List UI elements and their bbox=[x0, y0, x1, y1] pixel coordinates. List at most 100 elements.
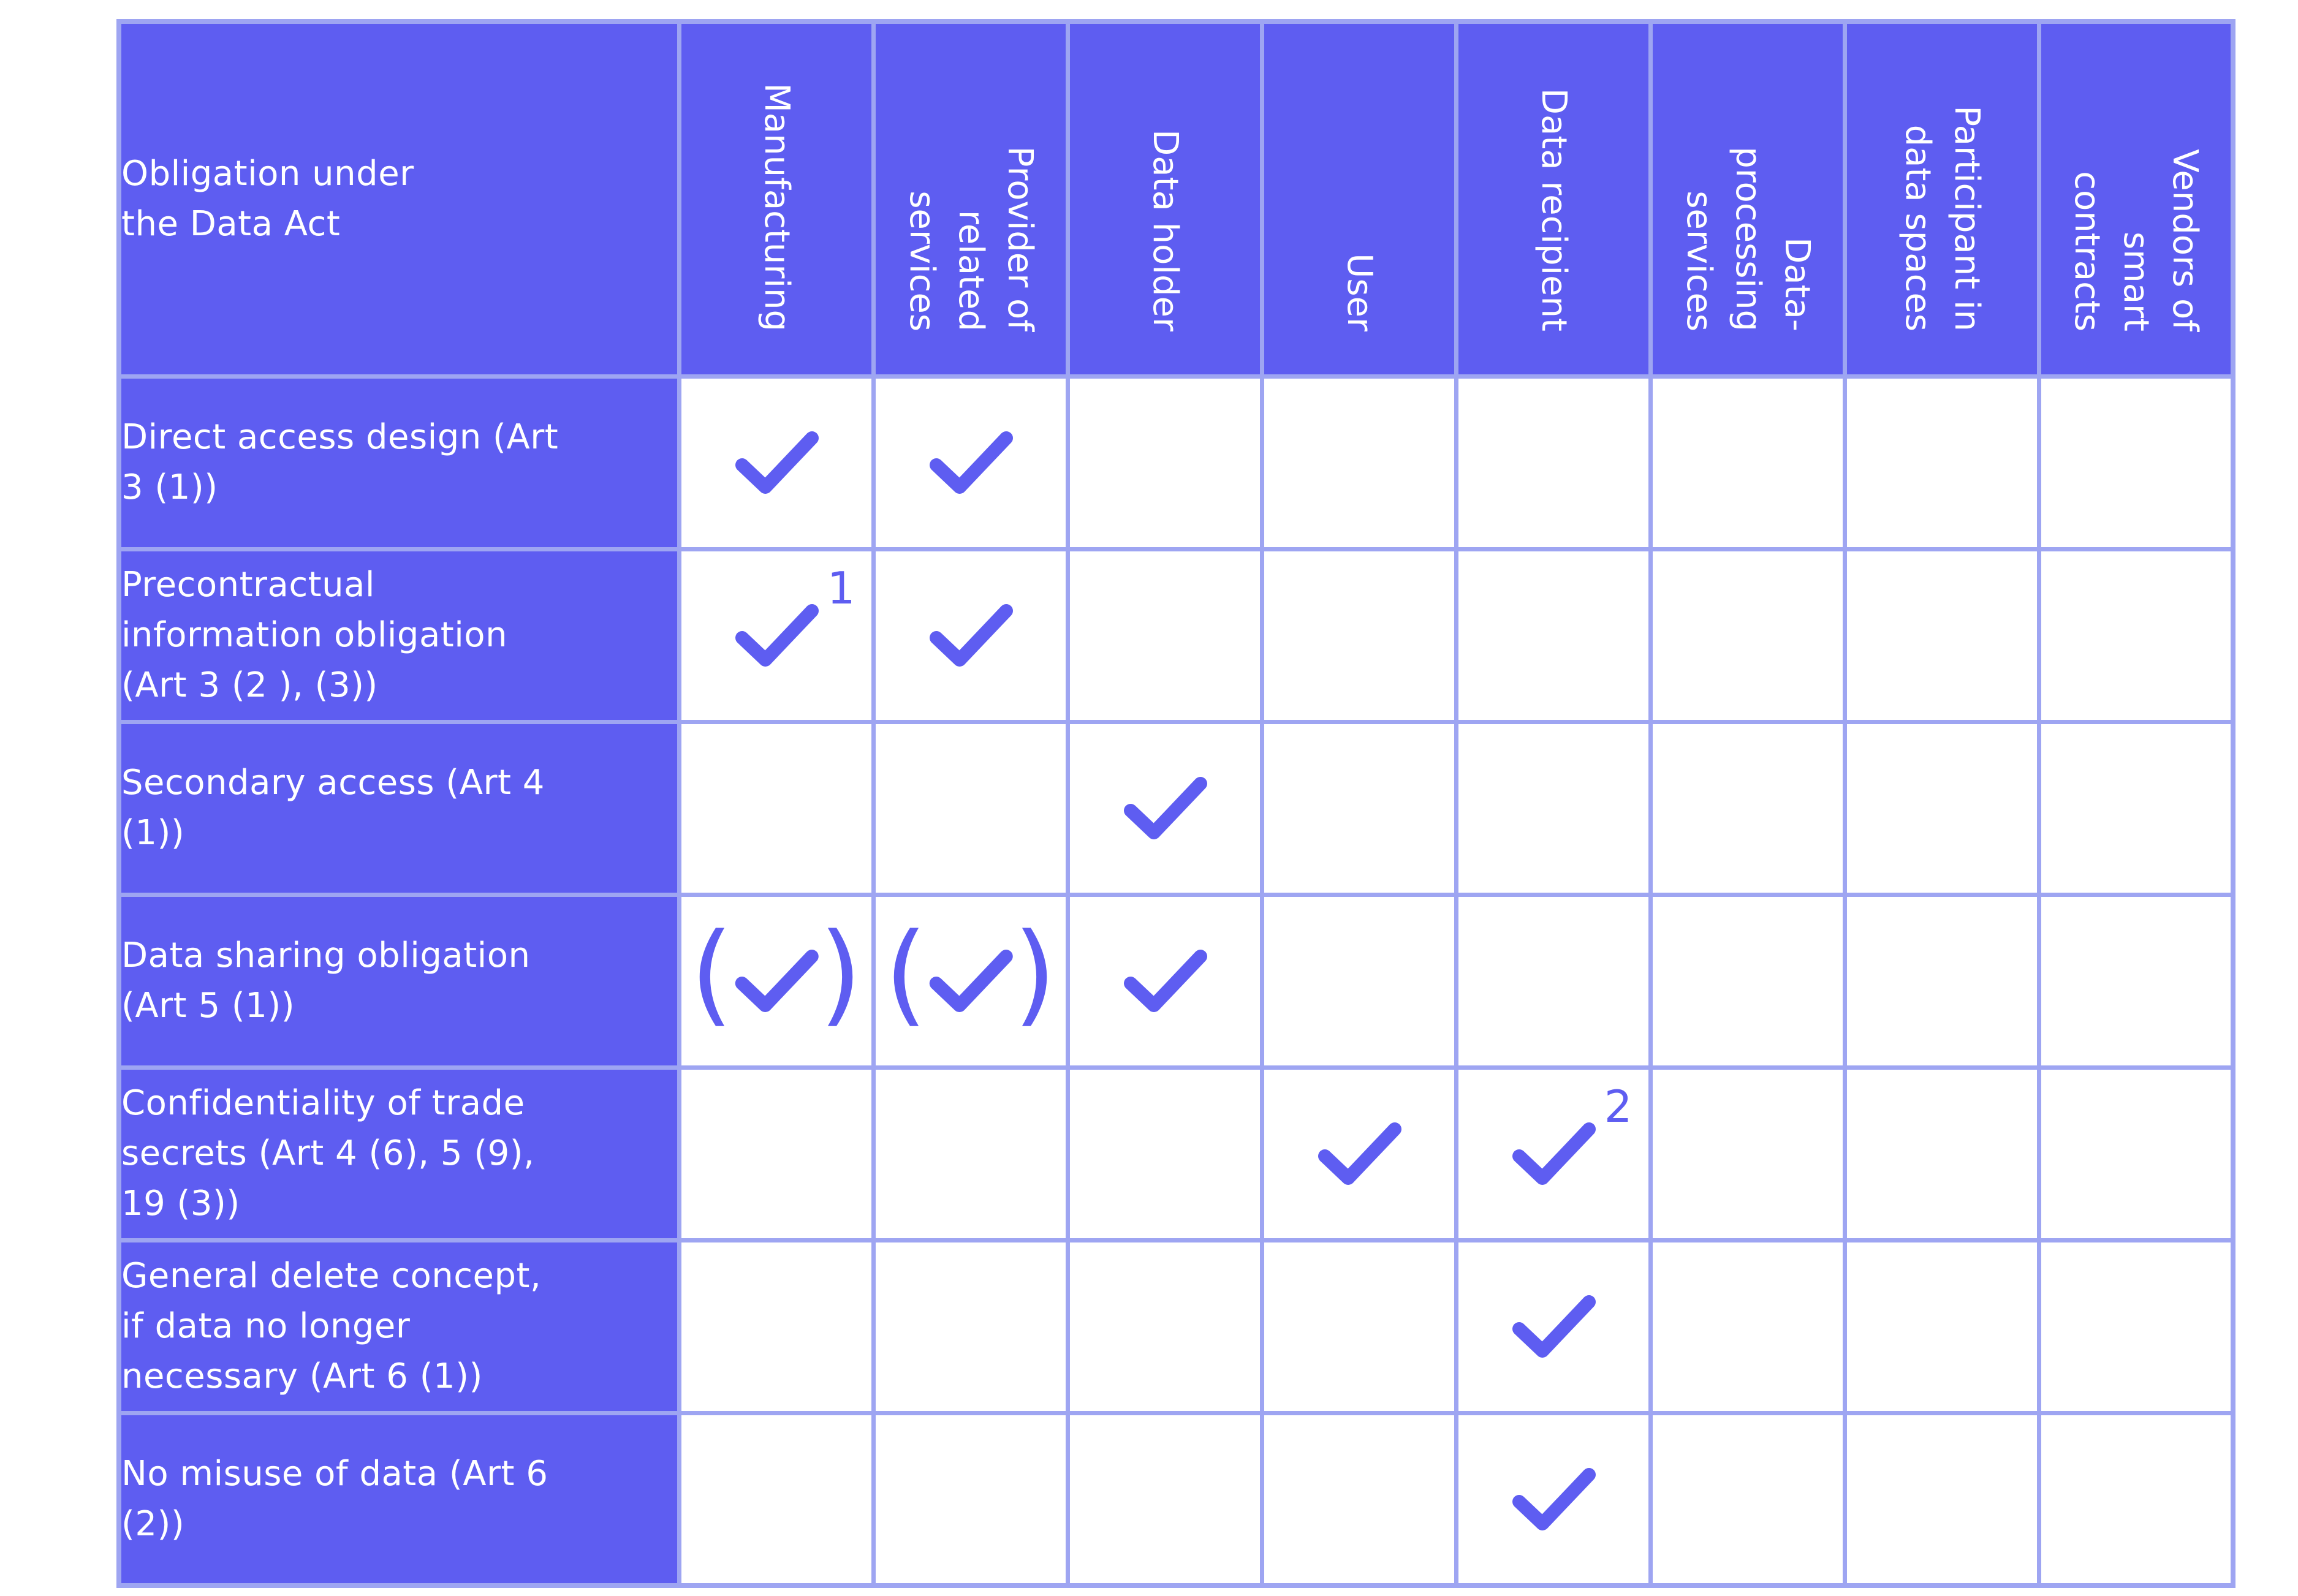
role-header-label: Data recipient bbox=[1533, 88, 1574, 331]
matrix-cell bbox=[1454, 374, 1653, 551]
matrix-cell bbox=[1842, 1410, 2041, 1588]
table-row: No misuse of data (Art 6 (2)) bbox=[116, 1410, 2235, 1588]
matrix-cell bbox=[1259, 546, 1458, 724]
matrix-cell: () bbox=[677, 892, 876, 1070]
matrix-cell bbox=[2036, 1238, 2235, 1415]
matrix-cell bbox=[1842, 1238, 2041, 1415]
checkmark-icon bbox=[1123, 950, 1207, 1012]
role-header-label: Manufacturing bbox=[756, 83, 797, 331]
left-parenthesis: ( bbox=[690, 910, 734, 1038]
matrix-cell bbox=[1259, 1065, 1458, 1242]
checkmark-icon bbox=[1512, 1467, 1596, 1530]
role-header-label: Provider of related services bbox=[901, 146, 1040, 331]
obligation-column-header-text: Obligation under the Data Act bbox=[121, 153, 414, 244]
role-header-label: Data- processing services bbox=[1678, 146, 1817, 331]
table-row: Confidentiality of trade secrets (Art 4 … bbox=[116, 1065, 2235, 1242]
role-header-vendors-of-smart-contracts: Vendors of smart contracts bbox=[2036, 19, 2235, 379]
parenthesized-check-mark: () bbox=[884, 919, 1056, 1029]
matrix-cell bbox=[2036, 1410, 2235, 1588]
obligation-label: Confidentiality of trade secrets (Art 4 … bbox=[116, 1065, 681, 1242]
header-row: Obligation under the Data Act Manufactur… bbox=[116, 19, 2235, 379]
matrix-cell bbox=[1259, 1238, 1458, 1415]
matrix-cell bbox=[2036, 374, 2235, 551]
check-mark bbox=[1122, 774, 1208, 842]
table-row: General delete concept, if data no longe… bbox=[116, 1238, 2235, 1415]
role-header-label: Vendors of smart contracts bbox=[2067, 149, 2205, 331]
footnote-marker: 1 bbox=[827, 562, 855, 614]
matrix-cell bbox=[1065, 374, 1264, 551]
checkmark-icon bbox=[929, 604, 1013, 667]
matrix-cell bbox=[1259, 719, 1458, 897]
role-header-label: Data holder bbox=[1145, 129, 1185, 331]
matrix-cell bbox=[677, 1410, 876, 1588]
obligation-label: General delete concept, if data no longe… bbox=[116, 1238, 681, 1415]
matrix-cell bbox=[1454, 1410, 1653, 1588]
check-mark bbox=[734, 601, 819, 670]
matrix-cell bbox=[1454, 546, 1653, 724]
right-parenthesis: ) bbox=[1013, 910, 1056, 1038]
matrix-cell bbox=[2036, 546, 2235, 724]
role-header-data-processing-services: Data- processing services bbox=[1648, 19, 1847, 379]
matrix-cell bbox=[1065, 1065, 1264, 1242]
right-parenthesis: ) bbox=[819, 910, 862, 1038]
matrix-cell bbox=[1259, 1410, 1458, 1588]
matrix-cell bbox=[1842, 892, 2041, 1070]
matrix-cell bbox=[871, 546, 1070, 724]
matrix-cell bbox=[1065, 1238, 1264, 1415]
matrix-cell bbox=[871, 1238, 1070, 1415]
matrix-cell bbox=[1065, 546, 1264, 724]
table-row: Precontractual information obligation (A… bbox=[116, 546, 2235, 724]
checkmark-icon bbox=[929, 431, 1013, 494]
matrix-cell bbox=[1842, 719, 2041, 897]
checkmark-icon bbox=[1512, 1122, 1596, 1185]
matrix-cell bbox=[1842, 1065, 2041, 1242]
check-mark bbox=[1511, 1119, 1596, 1188]
matrix-cell bbox=[1648, 546, 1847, 724]
check-mark bbox=[928, 601, 1014, 670]
obligation-label: Secondary access (Art 4 (1)) bbox=[116, 719, 681, 897]
role-header-data-holder: Data holder bbox=[1065, 19, 1264, 379]
matrix-cell bbox=[1259, 892, 1458, 1070]
role-header-provider-of-related-services: Provider of related services bbox=[871, 19, 1070, 379]
obligation-label: Data sharing obligation (Art 5 (1)) bbox=[116, 892, 681, 1070]
checkmark-icon bbox=[1123, 777, 1207, 839]
role-header-label: User bbox=[1339, 253, 1379, 331]
matrix-body: Direct access design (Art 3 (1)) Precontr… bbox=[116, 374, 2235, 1588]
checkmark-icon bbox=[1318, 1122, 1401, 1185]
obligation-column-header: Obligation under the Data Act bbox=[116, 19, 681, 379]
check-mark bbox=[1122, 947, 1208, 1015]
obligation-label: No misuse of data (Art 6 (2)) bbox=[116, 1410, 681, 1588]
checkmark-icon bbox=[1512, 1295, 1596, 1358]
matrix-cell bbox=[2036, 1065, 2235, 1242]
matrix-cell bbox=[1454, 719, 1653, 897]
matrix-cell bbox=[1065, 892, 1264, 1070]
matrix-cell: 1 bbox=[677, 546, 876, 724]
matrix-cell bbox=[871, 1065, 1070, 1242]
matrix-cell bbox=[1648, 374, 1847, 551]
role-header-data-recipient: Data recipient bbox=[1454, 19, 1653, 379]
role-header-label: Participant in data spaces bbox=[1897, 105, 1987, 331]
checkmark-icon bbox=[735, 604, 819, 667]
obligation-label: Direct access design (Art 3 (1)) bbox=[116, 374, 681, 551]
matrix-cell bbox=[2036, 892, 2235, 1070]
table-row: Data sharing obligation (Art 5 (1))()() bbox=[116, 892, 2235, 1070]
obligation-label: Precontractual information obligation (A… bbox=[116, 546, 681, 724]
matrix-cell: 2 bbox=[1454, 1065, 1653, 1242]
matrix-cell bbox=[871, 1410, 1070, 1588]
table-row: Secondary access (Art 4 (1)) bbox=[116, 719, 2235, 897]
matrix-cell bbox=[1648, 892, 1847, 1070]
check-mark bbox=[1316, 1119, 1402, 1188]
matrix-cell: () bbox=[871, 892, 1070, 1070]
matrix-cell bbox=[1842, 546, 2041, 724]
footnote-marker: 2 bbox=[1604, 1080, 1632, 1132]
obligations-matrix: Obligation under the Data Act Manufactur… bbox=[116, 19, 2235, 1588]
check-mark bbox=[1511, 1292, 1596, 1361]
check-mark bbox=[1511, 1465, 1596, 1534]
matrix-cell bbox=[1648, 1410, 1847, 1588]
matrix-cell bbox=[677, 374, 876, 551]
role-header-user: User bbox=[1259, 19, 1458, 379]
check-mark bbox=[928, 428, 1014, 497]
checkmark-icon bbox=[735, 950, 819, 1012]
checkmark-icon bbox=[929, 950, 1013, 1012]
matrix-cell bbox=[1454, 1238, 1653, 1415]
